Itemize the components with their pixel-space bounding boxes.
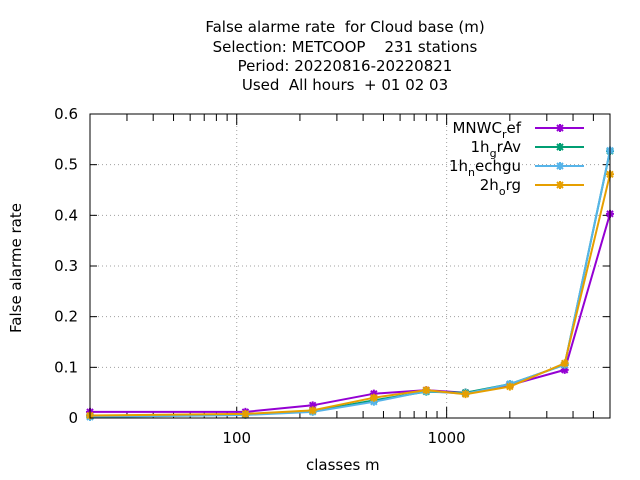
axis-ticks: 0 0.1 0.2 0.3 0.4 0.5 0.6 100 1000 (54, 105, 610, 447)
x-tick-label: 1000 (428, 429, 466, 447)
series-layer (86, 146, 614, 421)
plot-frame (89, 113, 611, 419)
data-point (369, 393, 378, 402)
data-point (461, 390, 470, 399)
series-1 (86, 146, 614, 421)
y-axis-label: False alarme rate (7, 203, 25, 333)
legend-item: MNWCref (452, 119, 584, 141)
legend-label: 1hgrAv (471, 138, 522, 160)
y-tick-label: 0.6 (54, 105, 78, 123)
chart-title-line-3: Period: 20220816-20220821 (237, 57, 453, 75)
legend-marker (556, 162, 564, 170)
y-tick-label: 0.1 (54, 358, 78, 376)
grid (90, 114, 610, 418)
series-0 (86, 209, 614, 416)
series-line (90, 213, 611, 413)
y-tick-label: 0.3 (54, 257, 78, 275)
series-2 (86, 146, 614, 421)
chart-title-line-4: Used All hours + 01 02 03 (241, 76, 449, 94)
data-point (505, 382, 514, 391)
legend-marker (556, 124, 564, 132)
data-point (369, 397, 378, 406)
data-point (308, 406, 317, 415)
y-tick-label: 0.4 (54, 206, 78, 224)
chart-title-line-2: Selection: METCOOP 231 stations (212, 38, 478, 56)
series-3 (86, 170, 614, 420)
data-point (241, 409, 250, 418)
data-point (560, 359, 569, 368)
data-point (308, 401, 317, 410)
x-axis-label: classes m (306, 456, 380, 474)
y-tick-label: 0.2 (54, 308, 78, 326)
legend-label: MNWCref (452, 119, 521, 141)
y-tick-label: 0 (68, 409, 78, 427)
legend-item: 1hnechgu (449, 157, 584, 179)
legend-item: 2horg (480, 176, 584, 198)
data-point (422, 386, 431, 395)
x-tick-label: 100 (222, 429, 251, 447)
data-point (560, 365, 569, 374)
legend-marker (556, 181, 564, 189)
y-tick-label: 0.5 (54, 156, 78, 174)
legend-item: 1hgrAv (471, 138, 584, 160)
legend-label: 1hnechgu (449, 157, 521, 179)
legend-label: 2horg (480, 176, 521, 198)
legend-marker (556, 143, 564, 151)
chart-title-line-1: False alarme rate for Cloud base (m) (205, 18, 485, 36)
data-point (369, 389, 378, 398)
